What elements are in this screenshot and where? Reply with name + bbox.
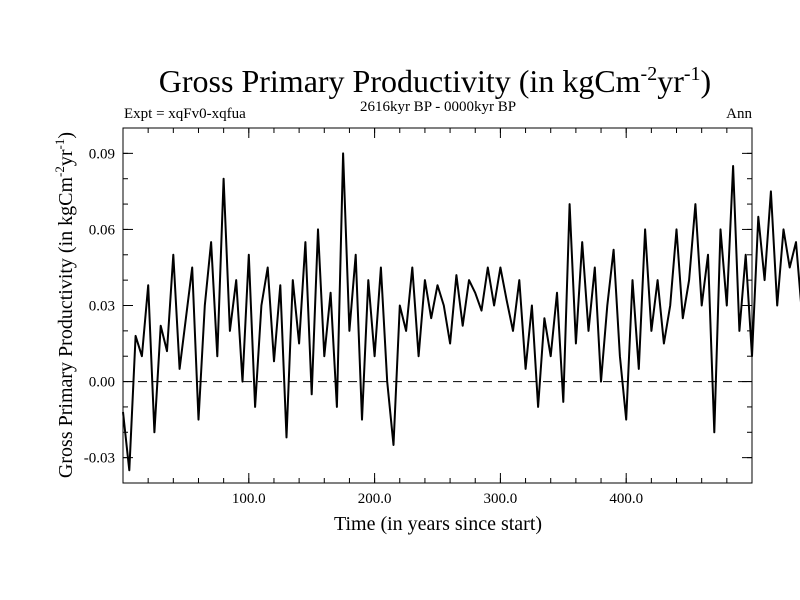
- plot-frame: [123, 128, 752, 483]
- y-tick-label: 0.03: [89, 299, 115, 315]
- gpp-series-line: [123, 153, 800, 478]
- x-axis-label: Time (in years since start): [334, 513, 542, 535]
- y-tick-label: 0.00: [89, 375, 115, 391]
- y-axis-label: Gross Primary Productivity (in kgCm-2yr-…: [52, 132, 77, 478]
- x-tick-label: 100.0: [232, 491, 266, 507]
- x-tick-label: 200.0: [358, 491, 392, 507]
- y-tick-label: 0.06: [89, 222, 116, 238]
- chart-title: Gross Primary Productivity (in kgCm-2yr-…: [159, 63, 711, 99]
- experiment-label: Expt = xqFv0-xqfua: [124, 106, 246, 122]
- y-tick-label: -0.03: [84, 451, 115, 467]
- x-tick-label: 300.0: [484, 491, 518, 507]
- gpp-timeseries-chart: Gross Primary Productivity (in kgCm-2yr-…: [0, 0, 800, 600]
- y-tick-label: 0.09: [89, 146, 115, 162]
- period-label: 2616kyr BP - 0000kyr BP: [360, 99, 516, 115]
- axis-ticks: 100.0 200.0 300.0 400.0 -0.03 0.00 0.03 0.06 0.0…: [84, 128, 752, 507]
- x-tick-label: 400.0: [609, 491, 643, 507]
- season-label: Ann: [726, 106, 752, 122]
